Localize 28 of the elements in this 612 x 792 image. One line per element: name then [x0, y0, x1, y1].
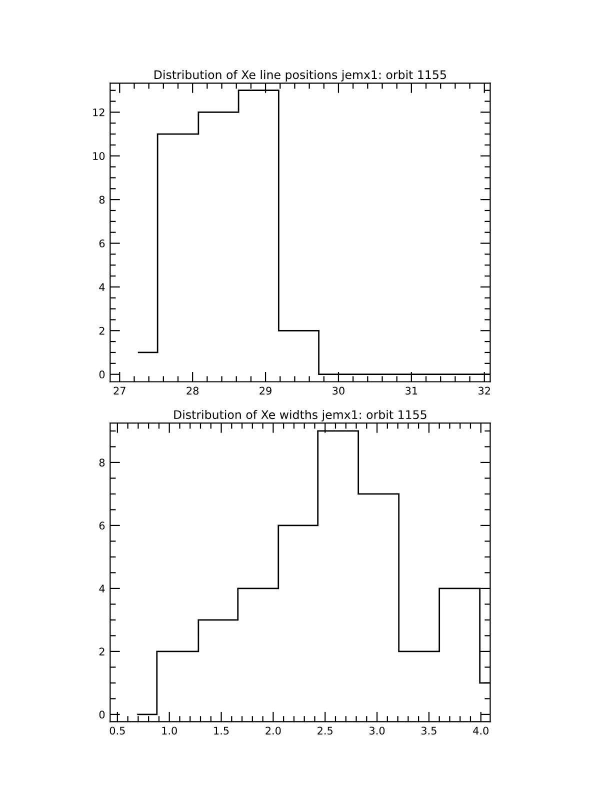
y-tick-label: 0	[99, 370, 105, 378]
x-tick-label: 2.0	[266, 726, 281, 735]
y-tick-label: 8	[99, 458, 105, 467]
x-tick-label: 32	[478, 386, 490, 395]
x-tick-label: 30	[332, 386, 344, 395]
x-tick-label: 28	[186, 386, 199, 395]
chart-title: Distribution of Xe line positions jemx1: orbit 1155	[154, 70, 446, 82]
x-tick-label: 29	[260, 386, 272, 395]
y-tick-label: 6	[99, 239, 105, 248]
y-tick-label: 4	[99, 584, 105, 592]
y-tick-label: 2	[99, 326, 104, 335]
y-tick-label: 12	[93, 108, 104, 116]
x-tick-label: 3.0	[370, 726, 385, 735]
y-tick-label: 8	[99, 196, 105, 204]
x-tick-label: 27	[114, 386, 126, 395]
x-tick-label: 4.0	[473, 726, 488, 735]
chart-title: Distribution of Xe widths jemx1: orbit 1155	[174, 410, 426, 422]
y-tick-label: 2	[99, 648, 104, 656]
x-tick-label: 1.5	[214, 726, 229, 735]
x-tick-label: 2.5	[318, 726, 332, 735]
x-tick-label: 31	[406, 386, 418, 395]
x-tick-label: 1.0	[162, 726, 177, 735]
y-tick-label: 6	[99, 522, 105, 530]
y-tick-label: 10	[93, 152, 105, 160]
y-tick-label: 4	[99, 283, 105, 291]
x-tick-label: 0.5	[110, 726, 125, 735]
x-tick-label: 3.5	[421, 726, 436, 735]
y-tick-label: 0	[99, 710, 105, 719]
